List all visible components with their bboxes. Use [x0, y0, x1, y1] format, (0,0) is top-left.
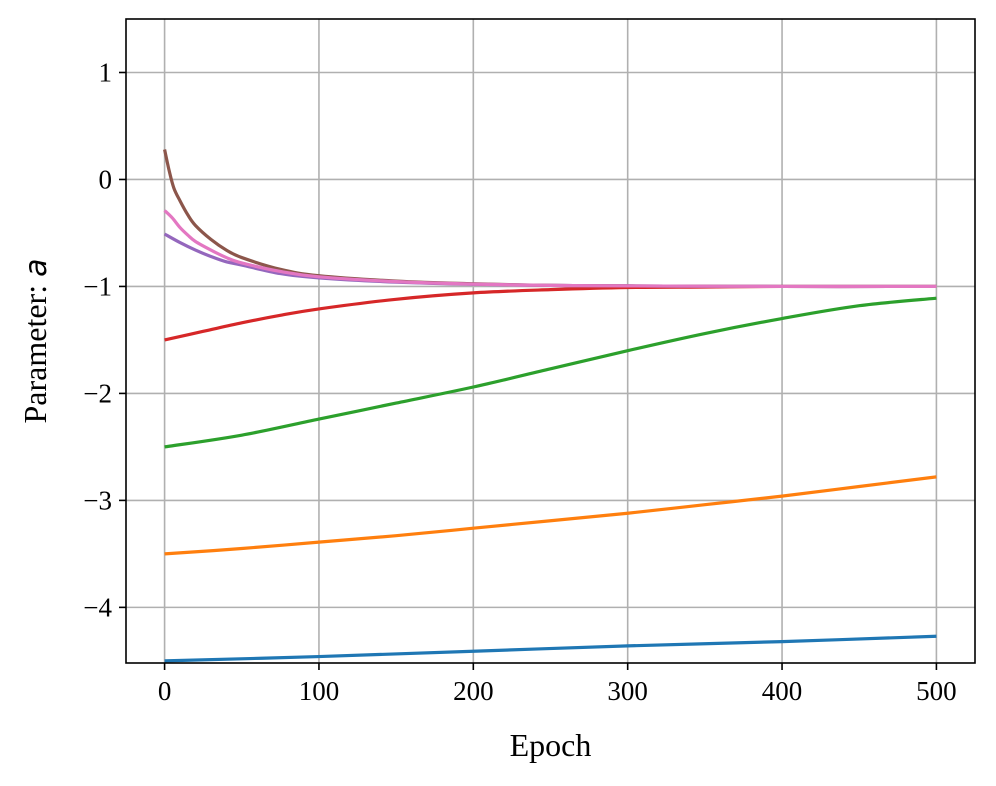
x-tick-label: 200	[453, 676, 494, 706]
series-layer	[163, 149, 937, 663]
y-tick-label: 1	[99, 57, 113, 87]
x-axis-label: Epoch	[510, 727, 592, 763]
x-tick-label: 500	[916, 676, 957, 706]
y-tick-label: −3	[83, 485, 112, 515]
series-line-7	[163, 209, 937, 289]
x-tick-label: 100	[299, 676, 340, 706]
x-tick-label: 300	[607, 676, 648, 706]
series-line-3	[164, 296, 937, 449]
y-tick-label: −4	[83, 592, 112, 622]
x-tick-label: 400	[762, 676, 803, 706]
series-line-5	[163, 232, 937, 289]
y-tick-label: 0	[99, 164, 113, 194]
series-line-6	[163, 149, 937, 289]
y-tick-label: −1	[83, 271, 112, 301]
y-axis-label-prefix: Parameter:	[17, 277, 53, 424]
x-tick-label: 0	[158, 676, 172, 706]
y-tick-label: −2	[83, 378, 112, 408]
y-axis-label-symbol: a	[19, 259, 54, 277]
grid	[126, 19, 975, 663]
series-line-1	[164, 634, 937, 663]
axis-ticks: 0 100 200 300 400 500 1 0 −1 −2 −3 −4	[83, 57, 956, 706]
plot-frame	[125, 18, 976, 664]
y-axis-label: Parameter: a	[17, 259, 54, 424]
series-line-2	[164, 475, 937, 556]
